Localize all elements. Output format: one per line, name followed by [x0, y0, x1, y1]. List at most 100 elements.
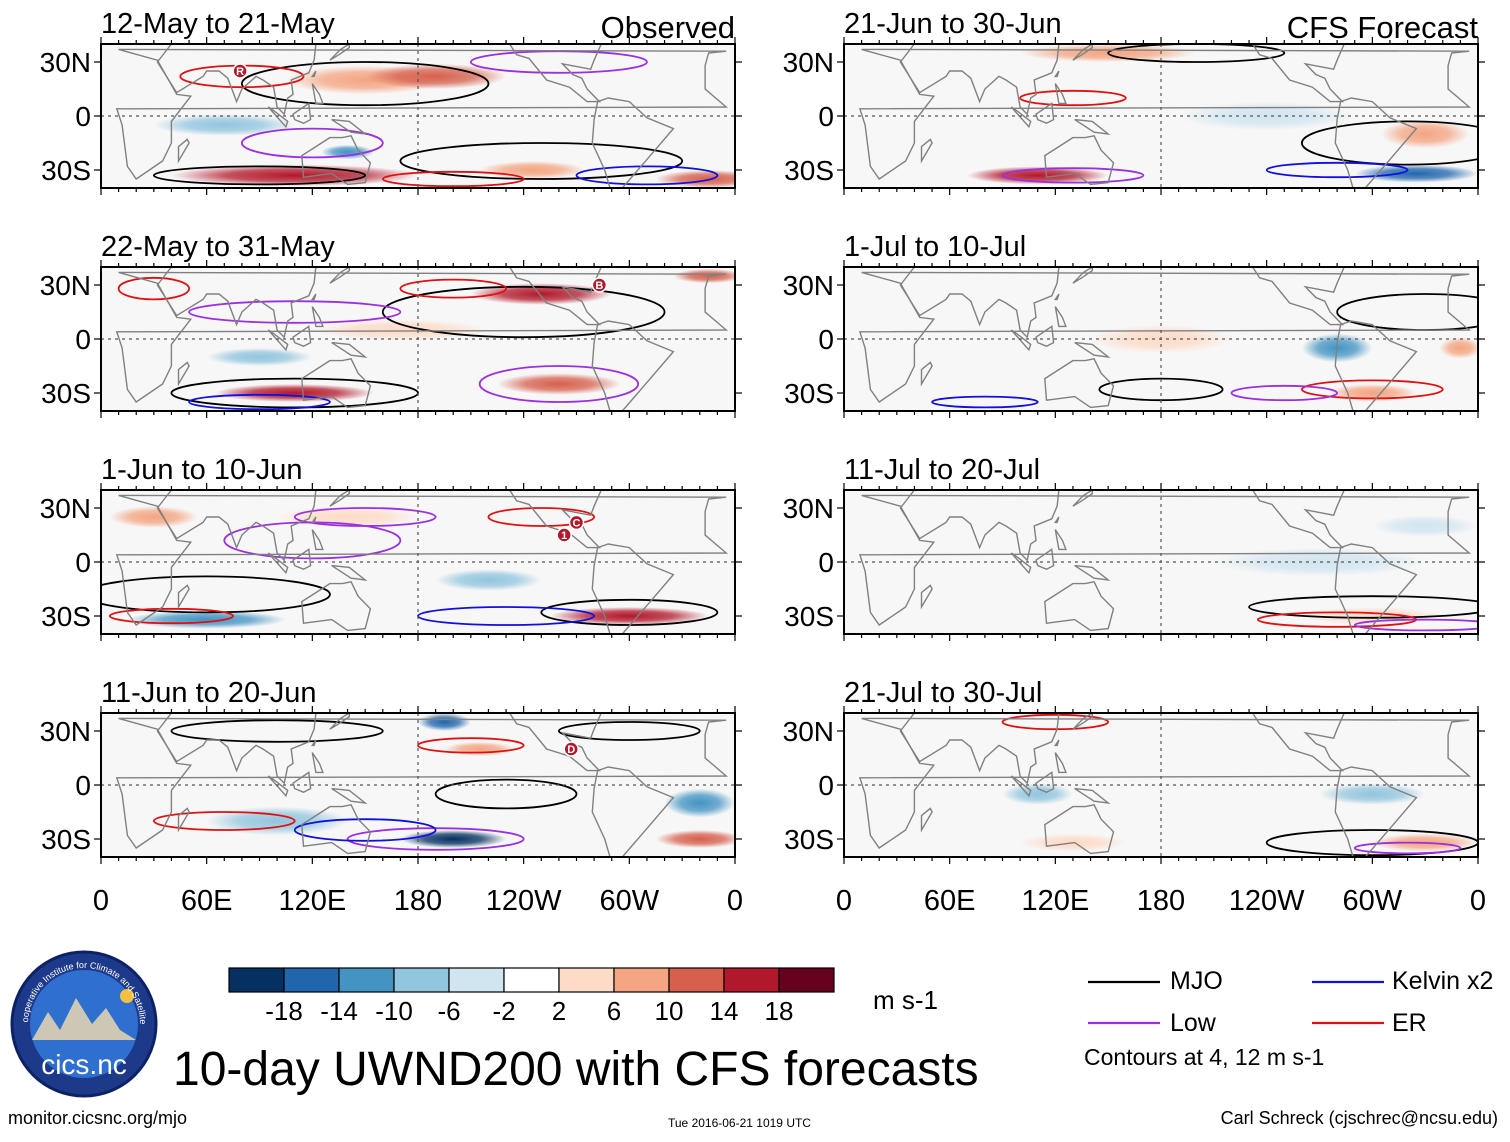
anomaly-feature	[206, 806, 348, 836]
panel-period-label: 1-Jul to 10-Jul	[844, 231, 1026, 263]
x-tick-label: 120E	[278, 885, 346, 917]
x-tick-label: 120W	[1229, 885, 1305, 917]
coastline	[858, 48, 1472, 180]
panel-content	[101, 267, 735, 411]
coastline	[331, 787, 368, 805]
y-tick-label: 30N	[783, 716, 834, 747]
y-tick-label: 30S	[41, 824, 91, 855]
x-tick-label: 180	[1137, 885, 1185, 917]
x-tick-label: 120W	[486, 885, 562, 917]
coastline	[858, 717, 1472, 849]
coastline	[311, 529, 324, 551]
panel-content	[101, 490, 735, 634]
filtered-contour	[1107, 44, 1286, 63]
anomaly-feature	[153, 114, 295, 136]
y-tick-label: 30S	[784, 601, 834, 632]
coastline	[292, 102, 312, 124]
y-tick-label: 30N	[783, 270, 834, 301]
coastline	[329, 490, 350, 507]
coastline	[1074, 118, 1111, 136]
legend-kelvin-label: Kelvin x2	[1392, 967, 1494, 995]
filtered-contour	[478, 365, 640, 403]
timestamp: Tue 2016-06-21 1019 UTC	[668, 1116, 811, 1130]
coastline	[156, 267, 317, 339]
y-tick-label: 30N	[40, 493, 91, 524]
coastline	[329, 713, 350, 730]
x-tick-label: 180	[394, 885, 442, 917]
coastline	[1035, 771, 1055, 793]
coastline	[1044, 581, 1115, 632]
colorbar-swatch	[393, 967, 450, 993]
coastline	[177, 138, 190, 164]
anomaly-feature	[1354, 164, 1478, 183]
coastline	[1072, 713, 1093, 730]
storm-marker-label: C	[573, 517, 581, 529]
coastline	[1054, 83, 1067, 105]
coastline	[1054, 529, 1067, 551]
colorbar-tick-label: -10	[375, 996, 413, 1026]
anomaly-feature	[673, 268, 735, 284]
panel-forecast-2: 30N 0 30S 1-Jul to 10-Jul	[783, 231, 1485, 418]
coastline	[115, 494, 729, 626]
colorbar-tick-label: -2	[492, 996, 515, 1026]
coastline	[858, 271, 1472, 403]
y-tick-label: 0	[75, 324, 91, 355]
filtered-contour	[1265, 161, 1409, 179]
coastline	[1334, 97, 1418, 188]
coastline	[115, 48, 729, 180]
coastline	[115, 271, 729, 403]
x-tick-label: 60E	[181, 885, 233, 917]
anomaly-feature	[435, 569, 542, 591]
coastline	[1251, 490, 1345, 549]
x-tick-label: 120E	[1021, 885, 1089, 917]
colorbar-swatch	[778, 967, 835, 993]
anomaly-feature	[1372, 515, 1478, 537]
coastline	[156, 490, 317, 562]
website-link[interactable]: monitor.cicsnc.org/mjo	[8, 1108, 188, 1128]
coastline	[1251, 44, 1345, 103]
anomaly-feature	[497, 373, 621, 395]
coastline	[267, 552, 289, 575]
colorbar-tick-label: -18	[265, 996, 303, 1026]
storm-marker-label: R	[236, 66, 244, 78]
anomaly-feature	[479, 161, 586, 179]
coastline	[1072, 44, 1093, 61]
y-tick-label: 30S	[784, 155, 834, 186]
panel-period-label: 21-Jun to 30-Jun	[844, 8, 1062, 40]
coastline	[115, 717, 729, 849]
filtered-contour	[108, 607, 234, 625]
coastline	[1334, 320, 1418, 411]
panel-content	[101, 713, 735, 857]
coastline	[508, 490, 602, 549]
filtered-contour	[575, 165, 719, 186]
coastline	[1010, 552, 1032, 575]
coastline	[1010, 106, 1032, 129]
coastline	[177, 361, 190, 387]
coastline	[329, 267, 350, 284]
anomaly-feature	[127, 610, 286, 629]
coastline	[858, 494, 1472, 626]
coastline	[1035, 325, 1055, 347]
coastline	[331, 341, 368, 359]
coastline	[1053, 293, 1060, 301]
anomaly-feature	[171, 164, 418, 187]
x-tick-label: 0	[727, 885, 743, 917]
filtered-contour	[381, 285, 666, 339]
filtered-contour	[240, 127, 384, 159]
colorbar-swatch	[228, 967, 285, 993]
coastline	[1044, 358, 1115, 409]
coastline	[899, 713, 1060, 785]
panel-period-label: 11-Jun to 20-Jun	[101, 677, 317, 709]
colorbar-tick-label: -6	[437, 996, 460, 1026]
coastline	[1074, 787, 1111, 805]
coastline	[899, 44, 1060, 116]
anomaly-feature	[1381, 119, 1470, 149]
coastline	[310, 739, 317, 747]
y-tick-label: 30N	[40, 270, 91, 301]
coastline	[156, 44, 317, 116]
anomaly-feature	[418, 713, 471, 731]
colorbar-swatch	[283, 967, 340, 993]
anomaly-feature	[655, 830, 735, 848]
